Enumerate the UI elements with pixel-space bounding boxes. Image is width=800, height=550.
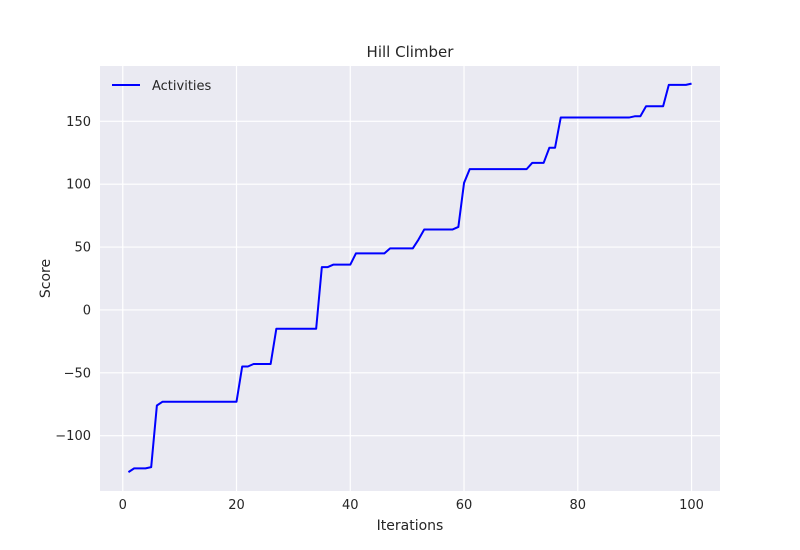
x-tick-label: 0 (119, 498, 127, 513)
x-tick-label: 80 (570, 498, 587, 513)
legend: Activities (112, 79, 212, 94)
chart-title: Hill Climber (367, 43, 455, 61)
y-tick-label: 150 (66, 115, 91, 130)
y-tick-labels: −100 −50 0 50 100 150 (55, 115, 91, 444)
y-axis-label: Score (38, 259, 54, 298)
plot-background (100, 66, 720, 491)
y-tick-label: 0 (83, 303, 91, 318)
x-tick-label: 100 (679, 498, 704, 513)
y-tick-label: 100 (66, 178, 91, 193)
y-tick-label: −100 (55, 429, 91, 444)
x-tick-label: 20 (228, 498, 245, 513)
legend-label-activities: Activities (152, 79, 212, 94)
x-tick-label: 40 (342, 498, 359, 513)
series-line-activities (127, 82, 692, 473)
x-tick-labels: 0 20 40 60 80 100 (119, 498, 704, 513)
series-group (127, 82, 692, 473)
x-axis-label: Iterations (377, 518, 444, 534)
y-tick-label: −50 (64, 366, 91, 381)
x-tick-label: 60 (456, 498, 473, 513)
grid-lines (100, 66, 720, 491)
y-tick-label: 50 (74, 241, 91, 256)
